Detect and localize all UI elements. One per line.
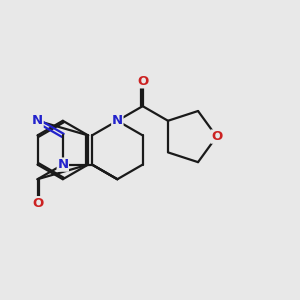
Text: N: N bbox=[112, 114, 123, 127]
Text: N: N bbox=[57, 158, 68, 171]
Text: O: O bbox=[211, 130, 222, 143]
Text: O: O bbox=[137, 75, 148, 88]
Text: O: O bbox=[32, 197, 43, 210]
Text: N: N bbox=[32, 114, 43, 127]
